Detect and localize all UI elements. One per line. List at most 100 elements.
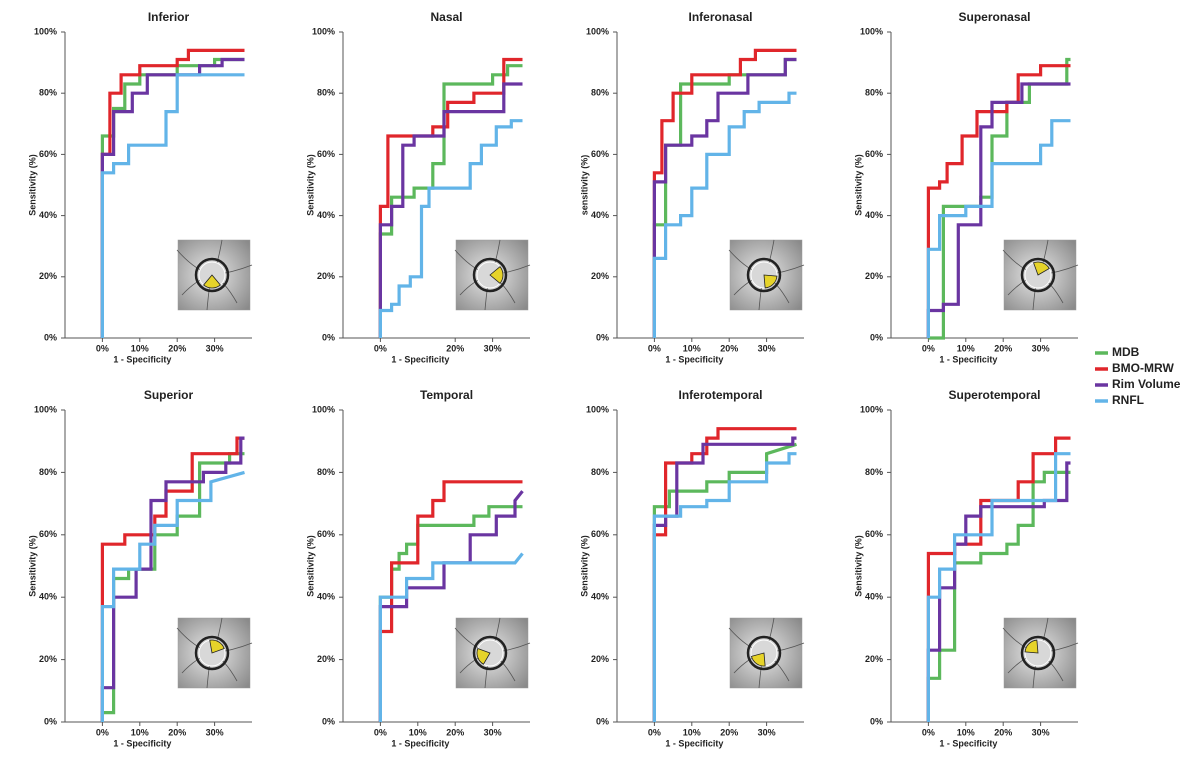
y-tick-label: 20% <box>591 271 609 281</box>
y-tick-label: 100% <box>34 26 57 36</box>
sector <box>763 274 778 289</box>
x-tick-label: 0% <box>922 727 935 737</box>
y-tick-label: 100% <box>860 26 883 36</box>
x-tick-label: 20% <box>720 343 738 353</box>
y-axis-label: Sensitivity (%) <box>305 535 315 597</box>
roc-curve <box>100 470 245 722</box>
x-tick-label: 0% <box>922 343 935 353</box>
roc-curve <box>926 470 1071 722</box>
roc-curve <box>926 452 1071 722</box>
x-axis-label: 1 - Specificity <box>113 738 171 748</box>
x-tick-label: 20% <box>994 343 1012 353</box>
x-tick-label: 20% <box>168 727 186 737</box>
x-tick-label: 0% <box>648 727 661 737</box>
sector <box>476 648 491 665</box>
y-tick-label: 0% <box>44 716 57 726</box>
roc-curve <box>100 73 245 338</box>
y-tick-label: 100% <box>312 26 335 36</box>
y-tick-label: 60% <box>39 529 57 539</box>
y-tick-label: 20% <box>39 271 57 281</box>
y-tick-label: 20% <box>865 654 883 664</box>
y-axis-label: Sensitivity (%) <box>579 535 589 597</box>
y-tick-label: 20% <box>39 654 57 664</box>
roc-curve <box>652 452 797 722</box>
x-tick-label: 30% <box>206 727 224 737</box>
y-tick-label: 0% <box>322 332 335 342</box>
x-tick-label: 30% <box>758 727 776 737</box>
subplot: Nasal 0% 20% 40% 60% 80% 100% 0% 20% 30% 1 - Speci… <box>305 10 531 364</box>
x-axis-label: 1 - Specificity <box>665 738 723 748</box>
roc-curve <box>378 480 523 722</box>
roc-curve <box>652 91 797 338</box>
subplot: Temporal 0% 20% 40% 60% 80% 100% 0% 10% 20% 30% 1 -… <box>305 388 531 748</box>
y-tick-label: 0% <box>322 716 335 726</box>
sector <box>750 652 766 667</box>
x-axis-label: 1 - Specificity <box>665 354 723 364</box>
x-tick-label: 30% <box>484 727 502 737</box>
x-tick-label: 20% <box>446 727 464 737</box>
fundus-inset <box>176 239 253 311</box>
subplot-title: Nasal <box>430 10 462 24</box>
legend-label: BMO-MRW <box>1112 361 1174 375</box>
y-tick-label: 40% <box>865 210 883 220</box>
y-tick-label: 60% <box>317 529 335 539</box>
legend-label: Rim Volume <box>1112 377 1181 391</box>
fundus-inset <box>454 239 531 311</box>
disc-ring <box>746 257 782 293</box>
y-tick-label: 100% <box>586 404 609 414</box>
x-tick-label: 10% <box>683 727 701 737</box>
fundus-inset <box>176 617 253 689</box>
disc-ring <box>472 257 508 293</box>
disc-ring <box>194 257 230 293</box>
x-tick-label: 10% <box>957 727 975 737</box>
subplot: Superotemporal 0% 20% 40% 60% 80% 100% 0% 10% 20%… <box>853 388 1079 748</box>
x-tick-label: 10% <box>131 343 149 353</box>
roc-curve <box>100 436 245 722</box>
y-tick-label: 40% <box>865 592 883 602</box>
fundus-inset <box>728 617 805 689</box>
disc-ring <box>1020 635 1056 671</box>
x-tick-label: 0% <box>96 727 109 737</box>
y-tick-label: 20% <box>591 654 609 664</box>
sector <box>1024 639 1039 654</box>
roc-curve <box>652 436 797 722</box>
subplot: Inferonasal 0% 20% 40% 60% 80% 100% 0% 10% 20% 30%… <box>579 10 805 364</box>
y-tick-label: 100% <box>312 404 335 414</box>
subplot-title: Inferonasal <box>688 10 752 24</box>
y-tick-label: 80% <box>865 88 883 98</box>
y-tick-label: 40% <box>591 592 609 602</box>
y-tick-label: 20% <box>865 271 883 281</box>
x-tick-label: 30% <box>206 343 224 353</box>
disc-ring <box>746 635 782 671</box>
x-tick-label: 20% <box>720 727 738 737</box>
roc-curve <box>926 82 1071 338</box>
fundus-inset <box>1002 239 1079 311</box>
roc-curve <box>100 436 245 722</box>
y-tick-label: 0% <box>870 332 883 342</box>
subplot: Superonasal 0% 20% 40% 60% 80% 100% 0% 10% 20% 30%… <box>853 10 1079 364</box>
x-tick-label: 10% <box>683 343 701 353</box>
y-axis-label: Sensitivity (%) <box>305 154 315 216</box>
subplot: Inferotemporal 0% 20% 40% 60% 80% 100% 0% 10% 20%… <box>579 388 805 748</box>
roc-curve <box>652 427 797 722</box>
y-axis-label: Sensitivity (%) <box>853 535 863 597</box>
y-tick-label: 60% <box>39 149 57 159</box>
x-tick-label: 20% <box>994 727 1012 737</box>
y-tick-label: 40% <box>39 592 57 602</box>
y-tick-label: 20% <box>317 271 335 281</box>
y-tick-label: 100% <box>586 26 609 36</box>
sector <box>489 266 504 284</box>
y-tick-label: 20% <box>317 654 335 664</box>
roc-curve <box>652 48 797 338</box>
x-tick-label: 30% <box>758 343 776 353</box>
y-tick-label: 0% <box>870 716 883 726</box>
x-tick-label: 30% <box>1032 727 1050 737</box>
y-tick-label: 60% <box>591 149 609 159</box>
x-axis-label: 1 - Specificity <box>391 354 449 364</box>
subplot: Inferior 0% 20% 40% 60% 80% 100% 0% 10% 20% 30% 1 -… <box>27 10 253 364</box>
y-tick-label: 80% <box>591 88 609 98</box>
y-tick-label: 60% <box>865 529 883 539</box>
y-axis-label: Sensitivity (%) <box>27 154 37 216</box>
y-tick-label: 0% <box>596 716 609 726</box>
